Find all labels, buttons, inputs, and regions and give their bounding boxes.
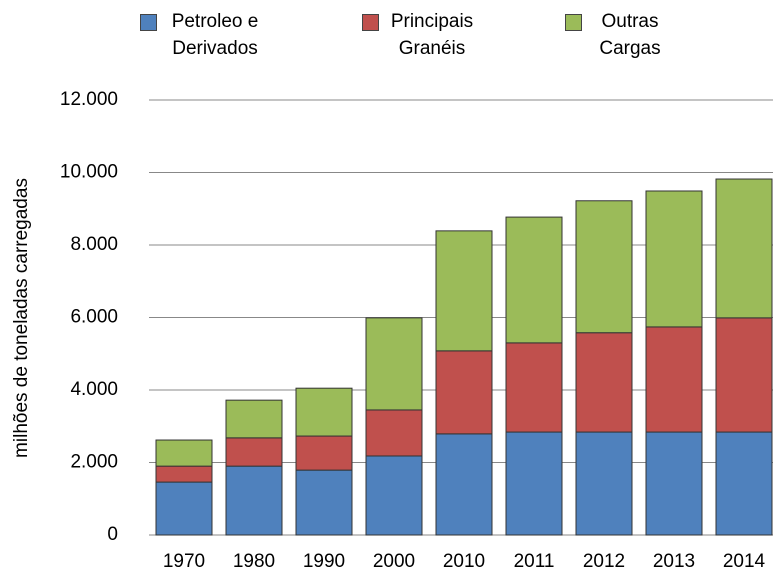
legend-label: Petroleo e Derivados — [171, 11, 259, 59]
legend-item: Principais Granéis — [362, 8, 482, 62]
y-tick-label: 6.000 — [70, 307, 118, 328]
bar-segment — [645, 190, 703, 328]
bar-segment — [295, 387, 353, 437]
bar-segment — [715, 178, 773, 319]
x-tick-label: 1970 — [163, 551, 205, 572]
bar-segment — [715, 431, 773, 536]
bar-segment — [155, 481, 213, 536]
y-tick-label: 4.000 — [70, 379, 118, 400]
bar-segment — [435, 230, 493, 352]
y-tick-label: 12.000 — [60, 89, 118, 110]
legend-item: Petroleo e Derivados — [140, 8, 270, 62]
x-tick-label: 2010 — [443, 551, 485, 572]
legend-item: Outras Cargas — [565, 8, 675, 62]
x-tick-label: 2013 — [653, 551, 695, 572]
y-tick-label: 0 — [107, 524, 118, 545]
bar-segment — [435, 350, 493, 435]
bar-segment — [575, 200, 633, 334]
y-axis-title: milhões de toneladas carregadas — [11, 178, 32, 458]
bar-segment — [295, 469, 353, 536]
bar-segment — [505, 216, 563, 344]
bar-segment — [225, 465, 283, 536]
legend-label: Principais Granéis — [390, 11, 474, 59]
bar-segment — [715, 317, 773, 433]
bar-segment — [365, 455, 423, 536]
bar-segment — [575, 431, 633, 536]
bar-segment — [645, 326, 703, 433]
x-tick-label: 2014 — [723, 551, 766, 572]
y-tick-label: 2.000 — [70, 452, 118, 473]
legend-swatch — [140, 14, 157, 31]
y-tick-label: 8.000 — [70, 234, 118, 255]
legend-swatch — [362, 14, 379, 31]
bar-segment — [225, 399, 283, 439]
x-tick-label: 2012 — [583, 551, 625, 572]
bar-segment — [155, 439, 213, 467]
x-tick-label: 1990 — [303, 551, 345, 572]
legend-swatch — [565, 14, 582, 31]
bar-segment — [365, 317, 423, 411]
bar-segment — [505, 431, 563, 536]
legend-label: Outras Cargas — [599, 11, 661, 59]
bar-segment — [225, 437, 283, 467]
bar-segment — [365, 409, 423, 457]
bar-segment — [435, 433, 493, 536]
x-tick-label: 2000 — [373, 551, 415, 572]
bar-segment — [155, 465, 213, 483]
bar-segment — [575, 332, 633, 433]
bar-segment — [645, 431, 703, 536]
y-tick-label: 10.000 — [60, 162, 118, 183]
x-tick-label: 1980 — [233, 551, 275, 572]
bar-segment — [505, 342, 563, 433]
x-tick-label: 2011 — [514, 551, 555, 572]
bar-segment — [295, 435, 353, 471]
